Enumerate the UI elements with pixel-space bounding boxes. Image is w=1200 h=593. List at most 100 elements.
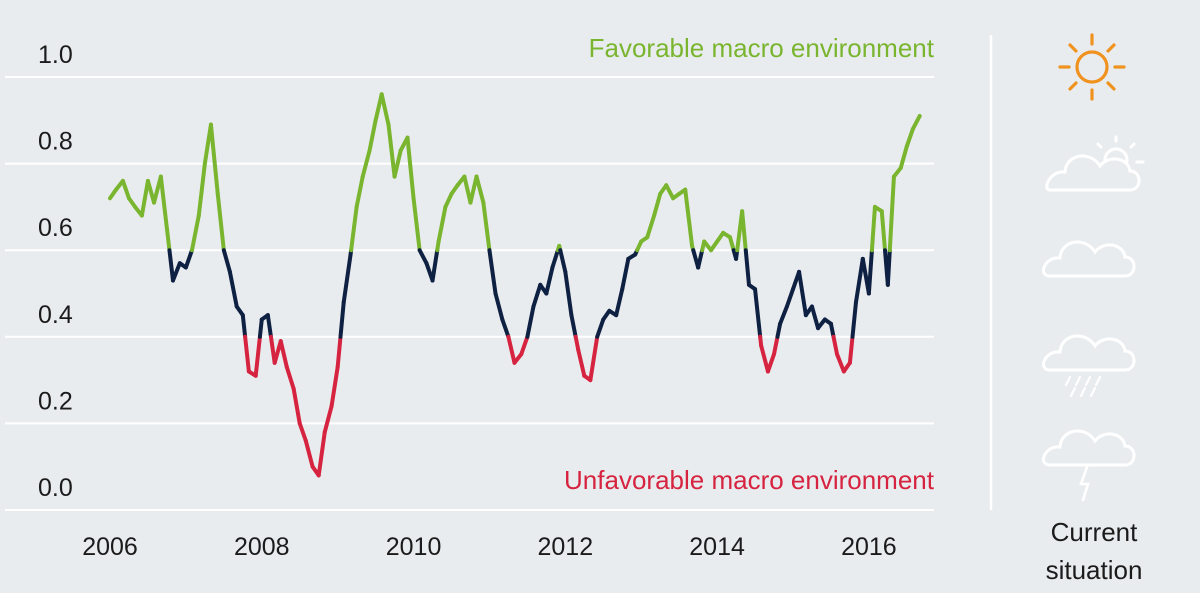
series-line-segment bbox=[417, 248, 429, 266]
series-line-segment bbox=[341, 252, 353, 305]
y-tick-label: 0.0 bbox=[38, 474, 73, 502]
series-line-segment bbox=[170, 261, 182, 283]
series-line-segment bbox=[430, 248, 440, 283]
series-line-segment bbox=[316, 430, 327, 478]
y-tick-label: 1.0 bbox=[38, 41, 73, 69]
series-line-segment bbox=[481, 200, 492, 253]
series-line-segment bbox=[411, 196, 422, 253]
series-line-segment bbox=[474, 174, 486, 205]
storm-cloud-icon bbox=[1042, 429, 1136, 502]
series-line-segment bbox=[866, 248, 874, 296]
series-line-segment bbox=[297, 421, 308, 443]
series-line-segment bbox=[569, 313, 578, 339]
series-line-segment bbox=[645, 213, 657, 240]
series-line-segment bbox=[904, 126, 915, 149]
series-line-segment bbox=[506, 334, 517, 365]
rain-cloud-icon bbox=[1042, 334, 1136, 398]
series-line-segment bbox=[772, 334, 780, 357]
y-tick-label: 0.6 bbox=[38, 214, 73, 242]
indicator-series bbox=[108, 92, 922, 478]
series-line-segment bbox=[164, 226, 172, 253]
series-line-segment bbox=[493, 291, 505, 322]
series-line-segment bbox=[573, 334, 581, 352]
series-line-segment bbox=[898, 144, 909, 170]
x-axis-ticks: 2006 2008 2010 2012 2014 2016 bbox=[82, 533, 897, 561]
sun-icon bbox=[1058, 33, 1126, 101]
y-tick-label: 0.8 bbox=[38, 128, 73, 156]
series-line-segment bbox=[778, 304, 789, 326]
series-line-segment bbox=[243, 334, 251, 374]
series-line-segment bbox=[405, 135, 416, 201]
series-line-segment bbox=[215, 191, 226, 253]
series-line-segment bbox=[386, 122, 397, 179]
series-line-segment bbox=[208, 122, 220, 196]
y-axis-ticks: 0.0 0.2 0.4 0.6 0.8 1.0 bbox=[38, 41, 73, 502]
series-line-segment bbox=[257, 317, 264, 339]
series-line-segment bbox=[664, 183, 676, 201]
series-line-segment bbox=[683, 187, 695, 248]
series-line-segment bbox=[196, 161, 207, 218]
series-line-segment bbox=[338, 300, 346, 339]
partly-cloudy-icon bbox=[1045, 135, 1145, 192]
series-line-segment bbox=[487, 248, 498, 296]
series-line-segment bbox=[525, 304, 536, 339]
x-tick-label: 2012 bbox=[538, 533, 594, 561]
series-line-segment bbox=[183, 248, 194, 270]
series-line-segment bbox=[120, 178, 131, 201]
series-line-segment bbox=[885, 248, 892, 287]
series-line-segment bbox=[620, 256, 631, 292]
series-line-segment bbox=[831, 334, 840, 357]
unfavorable-annotation: Unfavorable macro environment bbox=[564, 465, 935, 495]
series-line-segment bbox=[544, 265, 555, 296]
side-caption-line2: situation bbox=[1046, 555, 1143, 585]
series-line-segment bbox=[519, 334, 530, 357]
x-tick-label: 2010 bbox=[386, 533, 442, 561]
series-line-segment bbox=[284, 365, 296, 391]
series-line-segment bbox=[367, 118, 378, 153]
series-line-segment bbox=[740, 209, 748, 253]
series-line-segment bbox=[784, 287, 795, 309]
series-line-segment bbox=[910, 113, 922, 131]
x-tick-label: 2006 bbox=[82, 533, 138, 561]
series-line-segment bbox=[563, 269, 574, 318]
series-line-segment bbox=[189, 213, 201, 253]
series-line-segment bbox=[443, 191, 454, 209]
series-line-segment bbox=[775, 321, 783, 339]
series-line-segment bbox=[887, 174, 896, 253]
series-line-segment bbox=[139, 178, 150, 218]
series-line-segment bbox=[278, 339, 289, 370]
side-caption-line1: Current bbox=[1051, 517, 1138, 547]
series-line-segment bbox=[360, 148, 372, 179]
series-line-segment bbox=[158, 174, 169, 231]
series-line-segment bbox=[588, 334, 600, 383]
cloud-icon bbox=[1042, 240, 1136, 278]
series-line-segment bbox=[227, 269, 239, 309]
series-line-segment bbox=[303, 438, 315, 469]
series-line-segment bbox=[379, 92, 391, 127]
series-line-segment bbox=[753, 287, 763, 339]
series-line-segment bbox=[322, 404, 334, 435]
series-line-segment bbox=[828, 321, 836, 339]
series-line-segment bbox=[240, 313, 248, 339]
series-line-segment bbox=[765, 352, 777, 374]
favorable-annotation: Favorable macro environment bbox=[589, 33, 935, 63]
series-line-segment bbox=[759, 343, 770, 374]
series-line-segment bbox=[265, 313, 273, 339]
series-line-segment bbox=[809, 304, 821, 331]
series-line-segment bbox=[869, 204, 877, 253]
series-line-segment bbox=[696, 248, 705, 270]
series-line-segment bbox=[743, 248, 751, 287]
series-line-segment bbox=[576, 347, 587, 378]
series-line-segment bbox=[595, 317, 606, 339]
series-line-segment bbox=[167, 248, 175, 283]
series-line-segment bbox=[879, 209, 887, 253]
series-line-segment bbox=[558, 248, 568, 274]
series-line-segment bbox=[853, 256, 865, 305]
x-tick-label: 2014 bbox=[689, 533, 745, 561]
y-tick-label: 0.2 bbox=[38, 387, 73, 415]
series-line-segment bbox=[335, 334, 343, 370]
x-tick-label: 2016 bbox=[841, 533, 897, 561]
series-line-segment bbox=[291, 386, 302, 426]
series-line-segment bbox=[728, 235, 736, 253]
